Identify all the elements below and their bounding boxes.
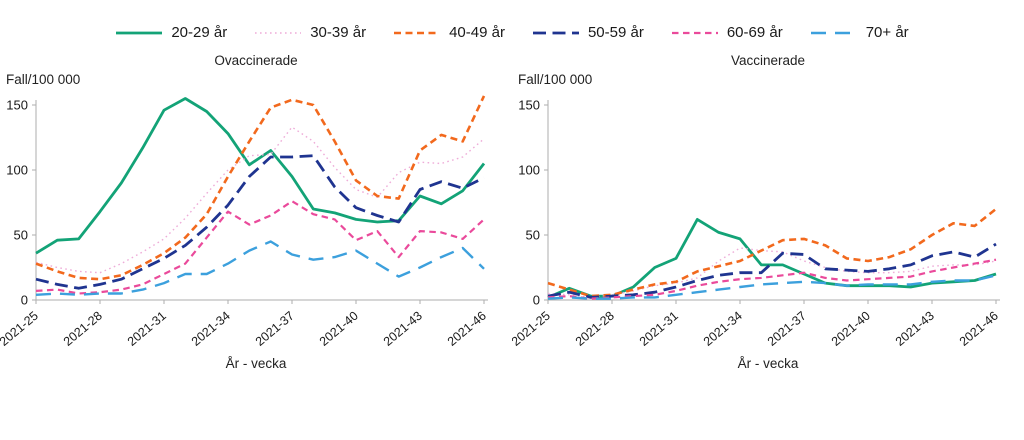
legend-line-swatch <box>255 31 302 34</box>
x-tick-label: 2021-40 <box>829 309 873 349</box>
series-line-50-59 <box>35 154 485 290</box>
chart-ovaccinerade: Ovaccinerade Fall/100 000 0 50 100 150 2021-… <box>0 53 512 371</box>
legend-label: 20-29 år <box>171 24 228 41</box>
x-tick-label: 2021-43 <box>893 309 937 349</box>
x-tick-label: 2021-25 <box>0 309 41 349</box>
legend-label: 30-39 år <box>310 24 367 41</box>
x-tick-label: 2021-46 <box>957 309 1001 349</box>
y-tick-label: 0 <box>533 293 540 308</box>
chart-vaccinerade: Vaccinerade Fall/100 000 0 50 100 150 2021-2… <box>512 53 1024 371</box>
series-line-70+ <box>547 274 997 300</box>
legend-item-40-49: 40-49 år <box>393 24 505 41</box>
ovaccinerade-plot: 0 50 100 150 2021-25 2021-28 2021-31 2021-34 202… <box>0 95 489 349</box>
x-tick-label: 2021-31 <box>637 309 681 349</box>
legend-item-50-59: 50-59 år <box>532 24 644 41</box>
legend-item-20-29: 20-29 år <box>115 24 227 41</box>
series-line-60-69 <box>547 258 997 300</box>
legend-line-swatch <box>394 31 441 34</box>
y-tick-label: 50 <box>14 228 28 243</box>
vaccinerade-plot: 0 50 100 150 2021-25 2021-28 2021-31 2021-34 202… <box>512 98 1001 349</box>
y-axis-unit-label: Fall/100 000 <box>518 72 593 87</box>
series-line-40-49 <box>547 207 997 298</box>
x-tick-label: 2021-46 <box>445 309 489 349</box>
series-line-70+ <box>35 240 485 297</box>
x-tick-label: 2021-31 <box>125 309 169 349</box>
legend-label: 70+ år <box>865 24 909 41</box>
legend-label: 40-49 år <box>449 24 505 41</box>
x-tick-label: 2021-28 <box>61 309 105 349</box>
legend-label: 60-69 år <box>726 24 783 41</box>
series-line-40-49 <box>35 95 486 281</box>
x-tick-label: 2021-34 <box>701 309 745 349</box>
legend: 20-29 år 30-39 år 40-49 år 50-59 år 60-69 år… <box>0 24 1024 41</box>
x-axis-label: År - vecka <box>737 356 799 371</box>
chart-title-vaccinerade: Vaccinerade <box>730 53 806 68</box>
x-axis-label: År - vecka <box>225 356 287 371</box>
series-line-20-29 <box>35 97 486 255</box>
legend-line-swatch <box>532 31 579 34</box>
x-tick-label: 2021-28 <box>573 309 617 349</box>
y-tick-label: 150 <box>6 98 28 113</box>
legend-line-swatch <box>810 31 857 34</box>
chart-title-ovaccinerade: Ovaccinerade <box>214 53 298 68</box>
y-tick-label: 100 <box>6 163 28 178</box>
y-axis-unit-label: Fall/100 000 <box>6 72 81 87</box>
x-tick-label: 2021-40 <box>317 309 361 349</box>
x-tick-label: 2021-34 <box>189 309 233 349</box>
y-tick-label: 50 <box>526 228 540 243</box>
series-line-60-69 <box>35 200 485 295</box>
legend-item-70+: 70+ år <box>810 24 909 41</box>
y-tick-label: 150 <box>518 98 540 113</box>
x-tick-label: 2021-43 <box>381 309 425 349</box>
series-line-20-29 <box>547 217 997 299</box>
x-tick-label: 2021-25 <box>512 309 553 349</box>
legend-line-swatch <box>671 31 718 34</box>
series-line-30-39 <box>35 126 485 274</box>
series-line-50-59 <box>547 242 997 299</box>
legend-item-30-39: 30-39 år <box>254 24 366 41</box>
legend-line-swatch <box>116 31 163 34</box>
legend-label: 50-59 år <box>587 24 644 41</box>
y-tick-label: 100 <box>518 163 540 178</box>
x-tick-label: 2021-37 <box>253 309 297 349</box>
y-tick-label: 0 <box>21 293 28 308</box>
x-tick-label: 2021-37 <box>765 309 809 349</box>
series-line-30-39 <box>547 247 997 299</box>
charts-row: Ovaccinerade Fall/100 000 0 50 100 150 2021-… <box>0 53 1024 371</box>
legend-item-60-69: 60-69 år <box>671 24 783 41</box>
